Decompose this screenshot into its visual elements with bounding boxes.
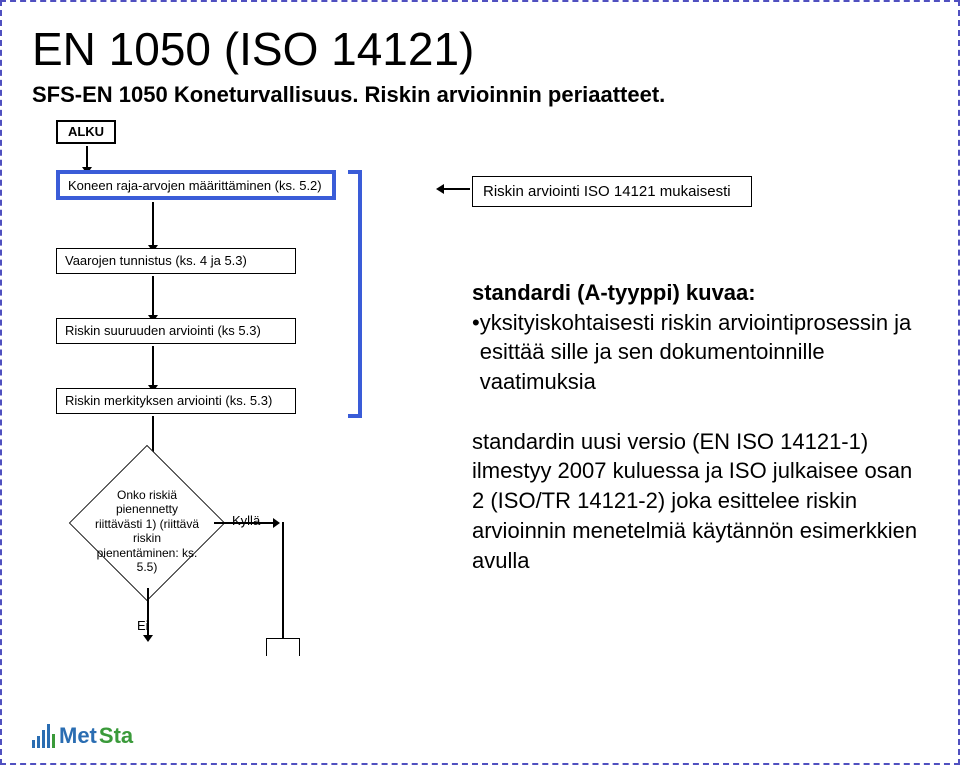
right-column: Riskin arviointi ISO 14121 mukaisesti st… <box>472 118 928 678</box>
arrow-icon <box>86 146 88 168</box>
body-block-1: standardi (A-tyyppi) kuvaa: • yksityisko… <box>472 278 928 397</box>
block1-heading: standardi (A-tyyppi) kuvaa: <box>472 280 756 305</box>
footer-logo: MetSta <box>32 723 133 749</box>
annotation-box: Riskin arviointi ISO 14121 mukaisesti <box>472 176 752 207</box>
block1-bullet: yksityiskohtaisesti riskin arviointipros… <box>480 308 928 397</box>
page-subtitle: SFS-EN 1050 Koneturvallisuus. Riskin arv… <box>32 82 928 108</box>
flow-step-4: Riskin merkityksen arviointi (ks. 5.3) <box>56 388 296 414</box>
line-icon <box>282 522 284 638</box>
arrow-icon <box>152 346 154 386</box>
arrow-icon <box>152 276 154 316</box>
body-block-2: standardin uusi versio (EN ISO 14121-1) … <box>472 427 928 575</box>
bar-icon <box>37 736 40 748</box>
bar-icon <box>52 734 55 748</box>
page-title: EN 1050 (ISO 14121) <box>32 22 928 76</box>
bar-icon <box>32 740 35 748</box>
flow-step-1: Koneen raja-arvojen määrittäminen (ks. 5… <box>56 170 336 200</box>
flow-decision-text: Onko riskiä pienennetty riittävästi 1) (… <box>92 488 202 574</box>
logo-text-sta: Sta <box>99 723 133 749</box>
content-row: ALKU Koneen raja-arvojen määrittäminen (… <box>32 118 928 678</box>
bar-icon <box>42 730 45 748</box>
logo-text-met: Met <box>59 723 97 749</box>
bullet-row: • yksityiskohtaisesti riskin arviointipr… <box>472 308 928 397</box>
flow-label-yes: Kyllä <box>232 513 260 528</box>
flow-step-2: Vaarojen tunnistus (ks. 4 ja 5.3) <box>56 248 296 274</box>
title-block: EN 1050 (ISO 14121) SFS-EN 1050 Koneturv… <box>32 22 928 108</box>
flow-end-stub <box>266 638 300 656</box>
bullet-icon: • <box>472 308 480 397</box>
flow-start: ALKU <box>56 120 116 144</box>
bar-icon <box>47 724 50 748</box>
body-text: standardi (A-tyyppi) kuvaa: • yksityisko… <box>472 278 928 575</box>
logo-bars-icon <box>32 724 55 748</box>
bracket-icon <box>348 170 362 418</box>
arrow-icon <box>152 202 154 246</box>
flowchart: ALKU Koneen raja-arvojen määrittäminen (… <box>32 118 452 678</box>
flow-decision: Onko riskiä pienennetty riittävästi 1) (… <box>82 458 212 588</box>
flow-label-no: Ei <box>137 618 149 633</box>
flow-step-3: Riskin suuruuden arviointi (ks 5.3) <box>56 318 296 344</box>
slide-frame: EN 1050 (ISO 14121) SFS-EN 1050 Koneturv… <box>0 0 960 765</box>
arrow-icon <box>444 188 470 190</box>
